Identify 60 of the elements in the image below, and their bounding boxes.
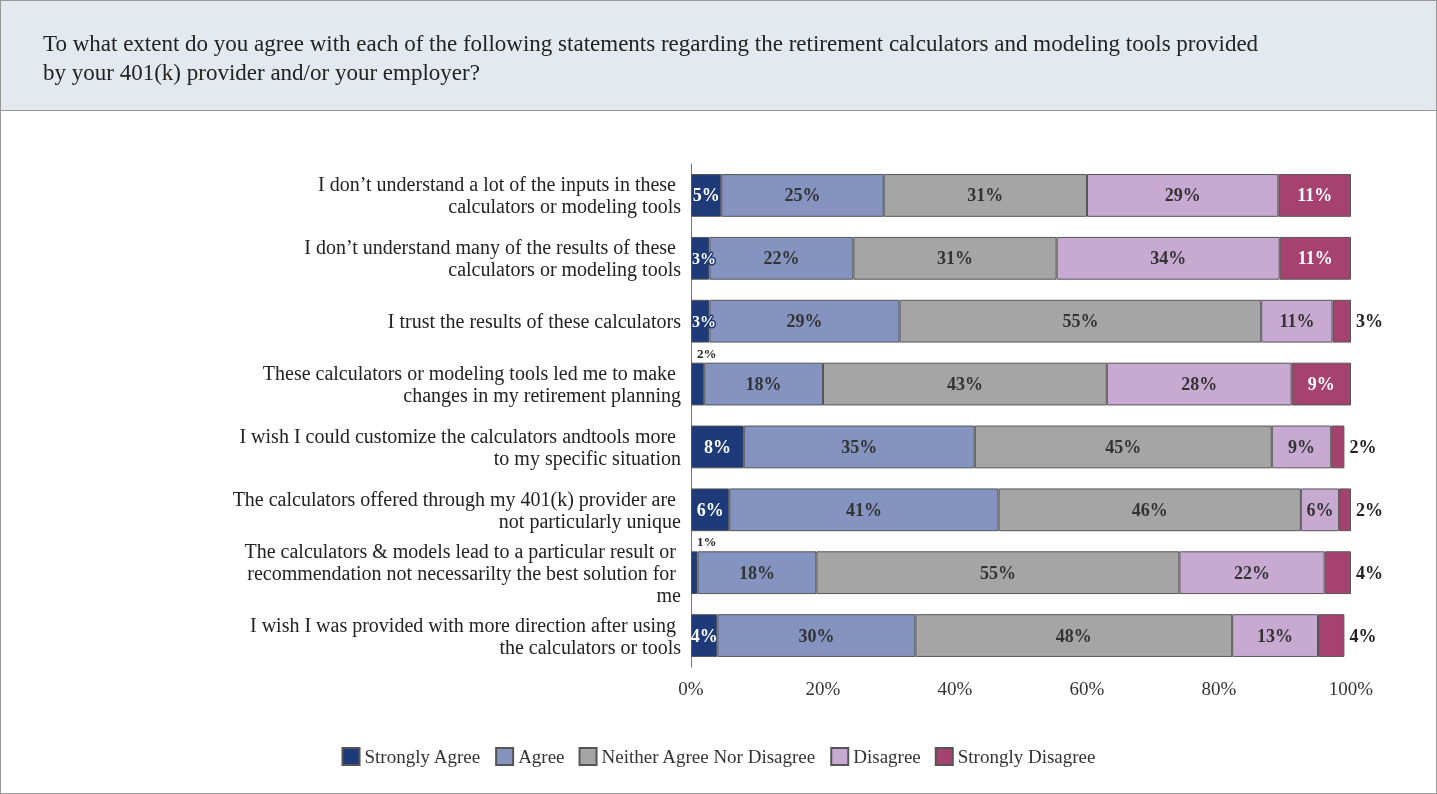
data-label: 4% (1356, 562, 1383, 583)
data-label: 45% (1105, 436, 1142, 457)
data-label: 1% (697, 534, 717, 550)
y-tick-label: I wish I was provided with more direction after using the calculators or tools (249, 613, 682, 658)
legend-label: Strongly Disagree (957, 746, 1096, 767)
legend-label: Neither Agree Nor Disagree (601, 746, 816, 767)
x-tick-label: 0% (678, 678, 704, 699)
data-label: 9% (1307, 374, 1335, 395)
data-label: 18% (745, 374, 782, 395)
x-tick-label: 80% (1201, 678, 1237, 699)
legend-label: Strongly Agree (364, 746, 481, 767)
x-tick-label: 40% (937, 678, 973, 699)
data-label: 2% (1356, 499, 1383, 520)
data-label: 22% (763, 248, 800, 269)
data-label: 5% (692, 185, 720, 206)
data-label: 46% (1131, 499, 1168, 520)
x-tick-label: 60% (1069, 678, 1105, 699)
data-label: 4% (690, 625, 718, 646)
data-label: 34% (1150, 248, 1187, 269)
y-tick-label: The calculators & models lead to a particular result or recommendation not necessarilty the best solution for me (244, 539, 682, 606)
y-tick-label: I don’t understand many of the results of these calculators or modeling tools (304, 236, 682, 282)
data-label: 3% (692, 312, 716, 330)
data-label: 55% (979, 562, 1016, 583)
y-tick-label: These calculators or modeling tools led me to make changes in my retirement planning (262, 362, 681, 408)
y-tick-label: I trust the results of these calculators (387, 310, 682, 333)
data-label: 11% (1279, 311, 1315, 332)
data-label: 48% (1055, 625, 1092, 646)
data-label: 29% (786, 311, 823, 332)
x-tick-label: 20% (805, 678, 841, 699)
data-label: 55% (1062, 311, 1099, 332)
x-tick-label: 100% (1328, 678, 1374, 699)
data-label: 11% (1297, 248, 1333, 269)
data-label: 2% (1349, 436, 1377, 457)
chart-title: To what extent do you agree with each of the following statements regarding the retirement calculators and modeling tools provided by your 401(k) provider and/or your employer? (43, 30, 1260, 87)
y-tick-label: The calculators offered through my 401(k) provider are not particularly unique (232, 487, 682, 533)
data-label: 18% (739, 562, 775, 583)
data-label: 6% (696, 499, 724, 520)
data-label: 30% (798, 625, 835, 646)
data-label: 22% (1234, 562, 1270, 583)
data-label: 31% (937, 248, 973, 269)
data-label: 3% (692, 249, 716, 267)
y-tick-label: I don’t understand a lot of the inputs in these calculators or modeling tools (318, 173, 682, 219)
data-label: 43% (946, 374, 983, 395)
legend-label: Disagree (853, 746, 921, 767)
data-label: 28% (1181, 374, 1218, 395)
data-label: 8% (703, 436, 731, 457)
y-tick-label: I wish I could customize the calculators andtools more to my specific situation (239, 424, 681, 470)
data-label: 31% (967, 185, 1004, 206)
data-label: 11% (1297, 185, 1333, 206)
legend-label: Agree (518, 746, 565, 767)
data-label: 29% (1164, 185, 1201, 206)
data-label: 41% (845, 499, 882, 520)
data-label: 13% (1257, 625, 1294, 646)
data-label: 3% (1356, 311, 1383, 332)
data-label: 2% (697, 345, 717, 361)
data-label: 4% (1349, 625, 1377, 646)
data-label: 6% (1306, 499, 1334, 520)
data-label: 25% (784, 185, 821, 206)
data-label: 9% (1288, 436, 1315, 457)
data-label: 35% (841, 436, 878, 457)
